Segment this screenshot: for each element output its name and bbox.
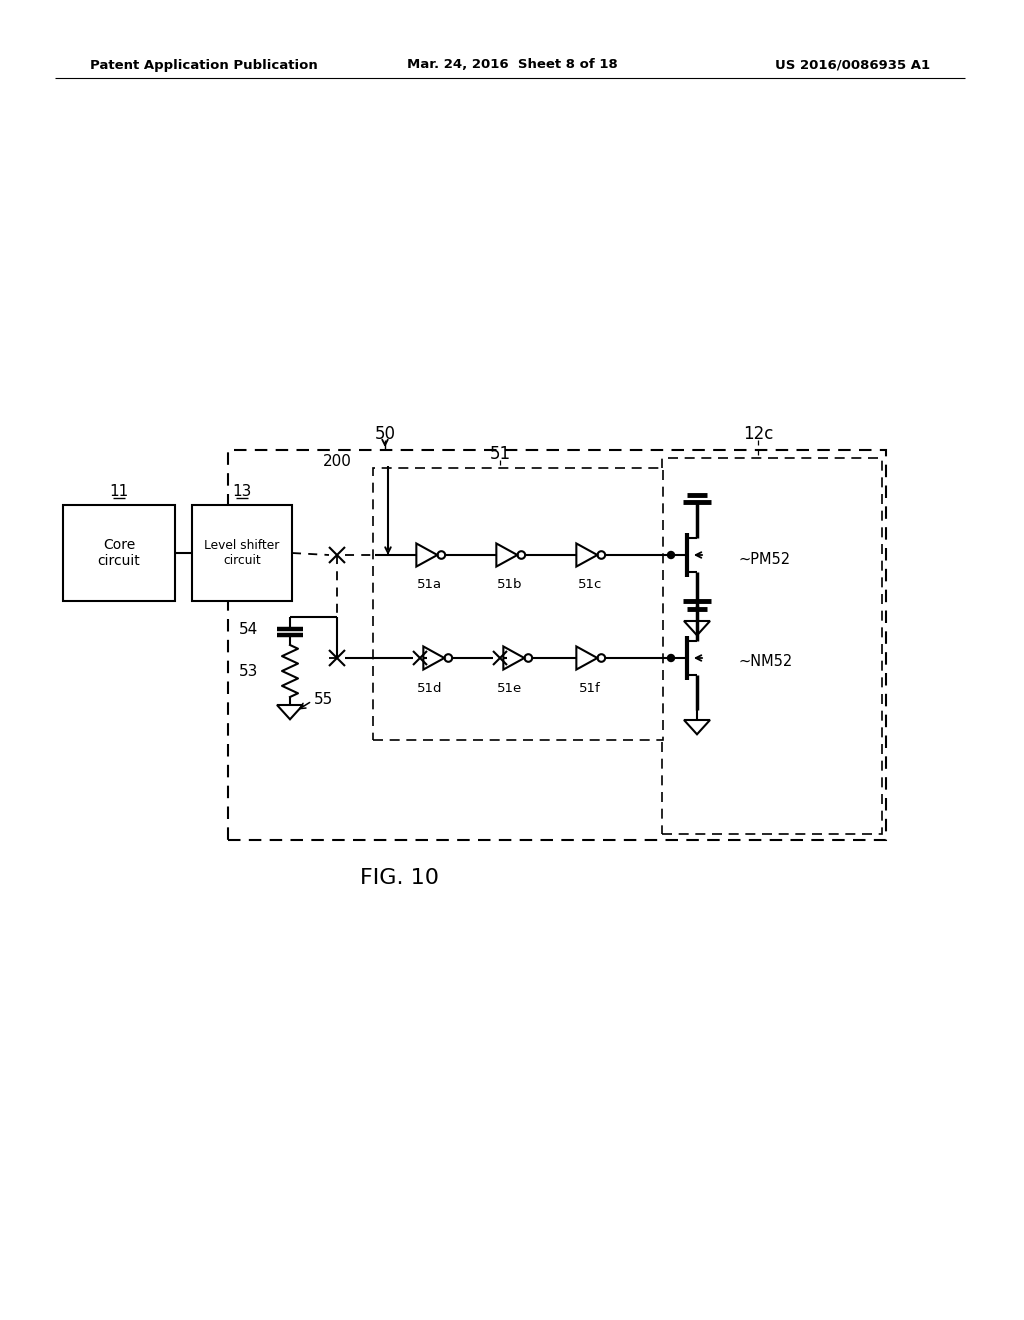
Text: 53: 53 [239, 664, 258, 678]
Text: 50: 50 [375, 425, 395, 444]
Text: 51f: 51f [580, 681, 601, 694]
Text: 55: 55 [314, 693, 333, 708]
Text: FIG. 10: FIG. 10 [360, 869, 439, 888]
Text: 13: 13 [232, 484, 252, 499]
Bar [193, 506, 292, 601]
Text: Core
circuit: Core circuit [97, 539, 140, 568]
Text: ~NM52: ~NM52 [739, 655, 794, 669]
Text: 200: 200 [324, 454, 352, 470]
Text: 51: 51 [489, 445, 511, 463]
Circle shape [668, 552, 675, 558]
Text: US 2016/0086935 A1: US 2016/0086935 A1 [775, 58, 930, 71]
Text: 51e: 51e [498, 681, 522, 694]
Circle shape [668, 655, 675, 661]
Bar [373, 469, 663, 741]
Text: 12c: 12c [742, 425, 773, 444]
Text: Level shifter
circuit: Level shifter circuit [205, 539, 280, 568]
Text: Mar. 24, 2016  Sheet 8 of 18: Mar. 24, 2016 Sheet 8 of 18 [407, 58, 617, 71]
Bar [228, 450, 886, 840]
Bar [662, 458, 882, 834]
Text: 51a: 51a [418, 578, 442, 591]
Text: 51d: 51d [417, 681, 442, 694]
Text: 54: 54 [239, 623, 258, 638]
Text: 51c: 51c [578, 578, 602, 591]
Text: 51b: 51b [498, 578, 522, 591]
Bar [63, 506, 175, 601]
Text: Patent Application Publication: Patent Application Publication [90, 58, 317, 71]
Text: 11: 11 [110, 484, 129, 499]
Text: ~PM52: ~PM52 [739, 552, 792, 566]
